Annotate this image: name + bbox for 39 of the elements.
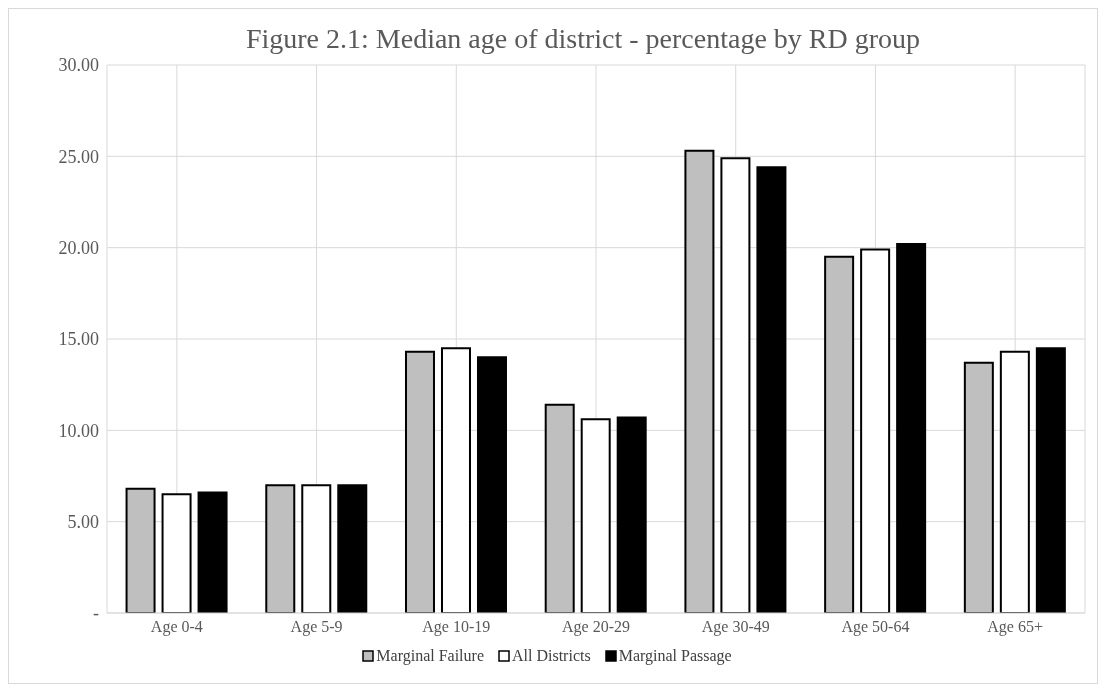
bar <box>544 403 575 613</box>
x-tick-label: Age 0-4 <box>150 618 203 637</box>
bar <box>1035 347 1066 613</box>
bar <box>404 350 435 613</box>
legend-label: Marginal Failure <box>375 647 484 665</box>
bar <box>756 166 787 613</box>
chart-title: Figure 2.1: Median age of district - percentage by RD group <box>244 22 922 55</box>
x-tick-label: Age 20-29 <box>562 618 630 637</box>
bar <box>999 350 1030 613</box>
bar <box>963 361 994 613</box>
bar <box>161 493 192 613</box>
bar <box>860 248 891 613</box>
y-tick-label: 25.00 <box>58 146 99 167</box>
bar <box>197 491 228 613</box>
bar <box>824 255 855 613</box>
legend-label: Marginal Passage <box>617 647 732 665</box>
y-tick-label: 15.00 <box>58 329 99 350</box>
legend-label: All Districts <box>511 647 591 665</box>
y-tick-label: 5.00 <box>67 512 99 533</box>
x-tick-label: Age 5-9 <box>290 618 343 637</box>
x-tick-label: Age 50-64 <box>841 618 910 637</box>
bar <box>616 416 647 613</box>
bar <box>580 418 611 613</box>
bar <box>265 484 296 613</box>
y-tick-label: 20.00 <box>58 238 99 259</box>
y-tick-label: 30.00 <box>58 55 99 76</box>
y-tick-label: 10.00 <box>58 420 99 441</box>
bar <box>720 157 751 613</box>
y-tick-label: - <box>93 603 99 624</box>
bar <box>337 484 368 613</box>
bar <box>476 356 507 613</box>
x-tick-label: Age 30-49 <box>701 618 770 637</box>
bar <box>896 243 927 613</box>
bar <box>301 484 332 613</box>
x-tick-label: Age 10-19 <box>422 618 491 637</box>
bar <box>440 347 471 613</box>
bar <box>125 487 156 613</box>
bar <box>684 149 715 613</box>
x-tick-label: Age 65+ <box>987 618 1043 637</box>
